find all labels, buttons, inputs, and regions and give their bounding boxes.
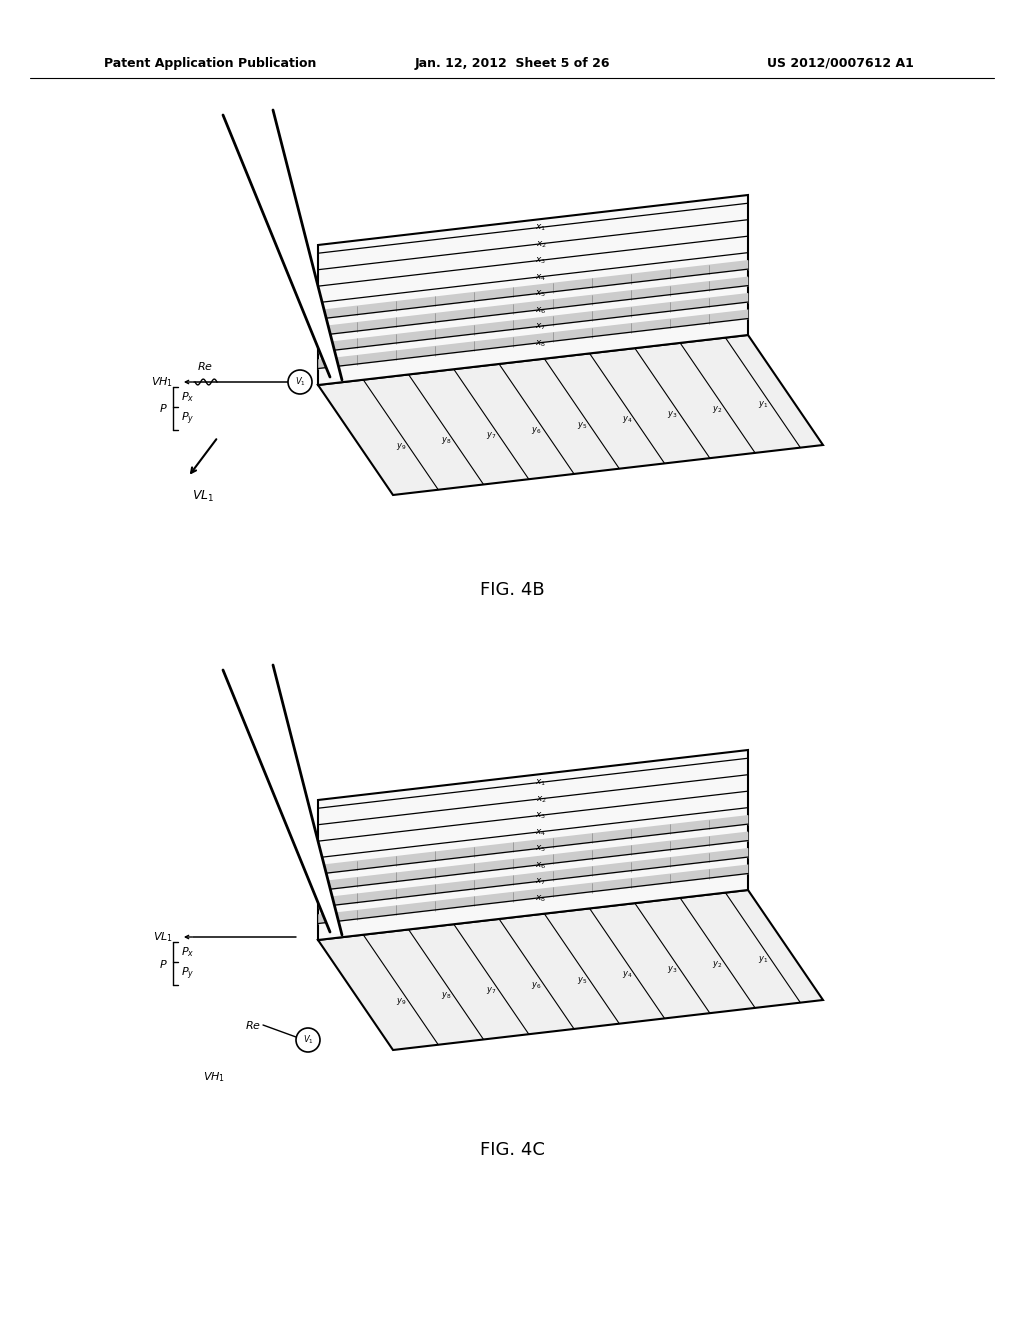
Text: $y_6$: $y_6$ [531, 425, 542, 436]
Polygon shape [318, 865, 748, 924]
Text: $VL_1$: $VL_1$ [191, 488, 214, 504]
Text: $x_1$: $x_1$ [536, 223, 547, 234]
Text: $Re$: $Re$ [197, 360, 213, 372]
Text: $x_3$: $x_3$ [536, 256, 547, 267]
Text: $y_2$: $y_2$ [713, 958, 723, 970]
Text: $x_6$: $x_6$ [536, 861, 547, 871]
Text: $y_4$: $y_4$ [622, 414, 633, 425]
Text: $VL_1$: $VL_1$ [153, 931, 173, 944]
Text: $x_5$: $x_5$ [536, 289, 547, 300]
Text: $P_x$: $P_x$ [181, 391, 195, 404]
Text: Patent Application Publication: Patent Application Publication [103, 57, 316, 70]
Polygon shape [318, 293, 748, 352]
Text: $x_8$: $x_8$ [536, 338, 547, 348]
Polygon shape [318, 847, 748, 908]
Polygon shape [318, 309, 748, 370]
Text: $y_8$: $y_8$ [440, 990, 452, 1002]
Text: $y_7$: $y_7$ [486, 430, 497, 441]
Text: $P_y$: $P_y$ [181, 965, 195, 982]
Text: $V_1$: $V_1$ [302, 1034, 313, 1047]
Text: $x_4$: $x_4$ [536, 272, 547, 282]
Text: $y_5$: $y_5$ [577, 974, 587, 986]
Text: $y_3$: $y_3$ [667, 409, 678, 420]
Text: $x_5$: $x_5$ [536, 843, 547, 854]
Text: $y_7$: $y_7$ [486, 985, 497, 997]
Text: $V_1$: $V_1$ [295, 376, 305, 388]
Text: $x_4$: $x_4$ [536, 828, 547, 838]
Text: FIG. 4C: FIG. 4C [479, 1140, 545, 1159]
Text: $y_1$: $y_1$ [758, 953, 768, 965]
Text: $y_2$: $y_2$ [713, 404, 723, 414]
Polygon shape [318, 750, 748, 940]
Polygon shape [318, 890, 823, 1049]
Text: $x_1$: $x_1$ [536, 777, 547, 788]
Circle shape [296, 1028, 319, 1052]
Text: $x_7$: $x_7$ [536, 322, 547, 333]
Text: $y_5$: $y_5$ [577, 420, 587, 430]
Text: $y_9$: $y_9$ [395, 995, 406, 1007]
Text: FIG. 4B: FIG. 4B [479, 581, 545, 599]
Polygon shape [223, 110, 342, 380]
Text: $Re$: $Re$ [245, 1019, 261, 1031]
Text: US 2012/0007612 A1: US 2012/0007612 A1 [767, 57, 913, 70]
Text: $P$: $P$ [160, 403, 168, 414]
Polygon shape [318, 335, 823, 495]
Text: $y_1$: $y_1$ [758, 399, 768, 409]
Text: $y_3$: $y_3$ [667, 964, 678, 975]
Text: $x_7$: $x_7$ [536, 876, 547, 887]
Text: $x_2$: $x_2$ [536, 239, 547, 249]
Text: $x_6$: $x_6$ [536, 305, 547, 315]
Text: $x_2$: $x_2$ [536, 795, 547, 805]
Text: $y_4$: $y_4$ [622, 969, 633, 981]
Polygon shape [318, 195, 748, 385]
Text: $x_8$: $x_8$ [536, 894, 547, 904]
Text: $P_y$: $P_y$ [181, 411, 195, 426]
Text: $x_3$: $x_3$ [536, 810, 547, 821]
Text: $y_9$: $y_9$ [395, 441, 406, 451]
Polygon shape [318, 260, 748, 319]
Text: $y_6$: $y_6$ [531, 979, 542, 991]
Text: $VH_1$: $VH_1$ [151, 375, 173, 389]
Polygon shape [318, 832, 748, 891]
Polygon shape [318, 276, 748, 337]
Text: Jan. 12, 2012  Sheet 5 of 26: Jan. 12, 2012 Sheet 5 of 26 [415, 57, 609, 70]
Text: $y_8$: $y_8$ [440, 436, 452, 446]
Circle shape [288, 370, 312, 393]
Polygon shape [223, 665, 342, 935]
Text: $P_x$: $P_x$ [181, 945, 195, 958]
Polygon shape [318, 814, 748, 875]
Text: $VH_1$: $VH_1$ [203, 1071, 225, 1084]
Text: $P$: $P$ [160, 957, 168, 969]
